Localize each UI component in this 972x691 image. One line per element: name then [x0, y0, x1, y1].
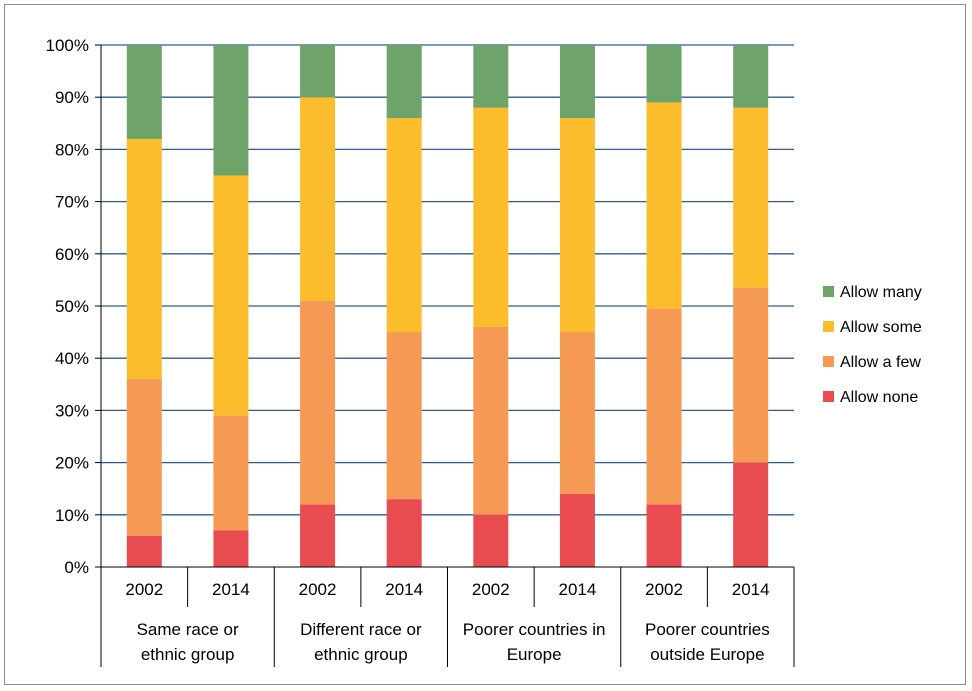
legend-label: Allow many: [840, 284, 922, 301]
group-label: Poorer countries: [645, 620, 770, 639]
bar-segment: [126, 535, 162, 567]
legend-swatch: [823, 391, 834, 402]
bar-segment: [386, 499, 422, 567]
bar-segment: [646, 308, 682, 505]
bar-segment: [646, 102, 682, 309]
bar-segment: [733, 107, 769, 288]
group-label: Different race or: [300, 620, 422, 639]
bar-segment: [473, 326, 509, 515]
bar-segment: [646, 45, 682, 103]
group-label: outside Europe: [650, 645, 764, 664]
y-tick-label: 50%: [55, 297, 89, 316]
bar-segment: [213, 45, 249, 176]
x-tick-label: 2014: [212, 580, 250, 599]
y-tick-label: 60%: [55, 245, 89, 264]
bar-segment: [300, 300, 336, 505]
y-tick-label: 40%: [55, 349, 89, 368]
bar-segment: [386, 118, 422, 333]
legend-label: Allow none: [840, 389, 918, 406]
bar-segment: [733, 462, 769, 567]
bar-segment: [473, 107, 509, 327]
y-tick-label: 20%: [55, 454, 89, 473]
x-tick-label: 2014: [559, 580, 597, 599]
legend-label: Allow some: [840, 319, 922, 336]
legend-swatch: [823, 321, 834, 332]
bar-segment: [300, 45, 336, 98]
bar-segment: [473, 514, 509, 567]
group-label: Same race or: [137, 620, 239, 639]
bar-segment: [473, 45, 509, 108]
x-tick-label: 2002: [125, 580, 163, 599]
bar-segment: [733, 45, 769, 108]
bar-segment: [213, 175, 249, 416]
legend-swatch: [823, 286, 834, 297]
group-label: ethnic group: [141, 645, 235, 664]
bar-segment: [733, 287, 769, 463]
x-tick-label: 2002: [645, 580, 683, 599]
x-tick-label: 2014: [732, 580, 770, 599]
legend-label: Allow a few: [840, 354, 921, 371]
y-tick-label: 10%: [55, 506, 89, 525]
y-tick-label: 0%: [64, 558, 89, 577]
bar-segment: [126, 379, 162, 536]
bar-segment: [213, 415, 249, 531]
bar-segment: [559, 118, 595, 333]
bar-segment: [213, 530, 249, 567]
bar-segment: [126, 138, 162, 380]
y-tick-label: 30%: [55, 401, 89, 420]
bar-segment: [386, 332, 422, 500]
bar-segment: [126, 45, 162, 139]
group-label: Europe: [507, 645, 562, 664]
group-label: Poorer countries in: [463, 620, 606, 639]
bar-segment: [386, 45, 422, 119]
x-tick-label: 2002: [472, 580, 510, 599]
y-tick-label: 80%: [55, 140, 89, 159]
chart-frame: 0% 10% 20% 30% 40% 50% 60% 70% 80% 90% 100% 2002 201…: [4, 4, 966, 685]
stacked-bar-chart: 0% 10% 20% 30% 40% 50% 60% 70% 80% 90% 100% 2002 201…: [46, 36, 922, 667]
bar-segment: [559, 45, 595, 119]
x-tick-label: 2014: [385, 580, 423, 599]
bar-segment: [300, 504, 336, 567]
bar-segment: [559, 332, 595, 494]
y-tick-label: 100%: [46, 36, 89, 55]
bar-segment: [300, 97, 336, 301]
x-tick-label: 2002: [299, 580, 337, 599]
y-tick-label: 70%: [55, 193, 89, 212]
group-label: ethnic group: [314, 645, 408, 664]
bar-segment: [646, 504, 682, 567]
legend-swatch: [823, 356, 834, 367]
y-tick-label: 90%: [55, 88, 89, 107]
bar-segment: [559, 493, 595, 567]
